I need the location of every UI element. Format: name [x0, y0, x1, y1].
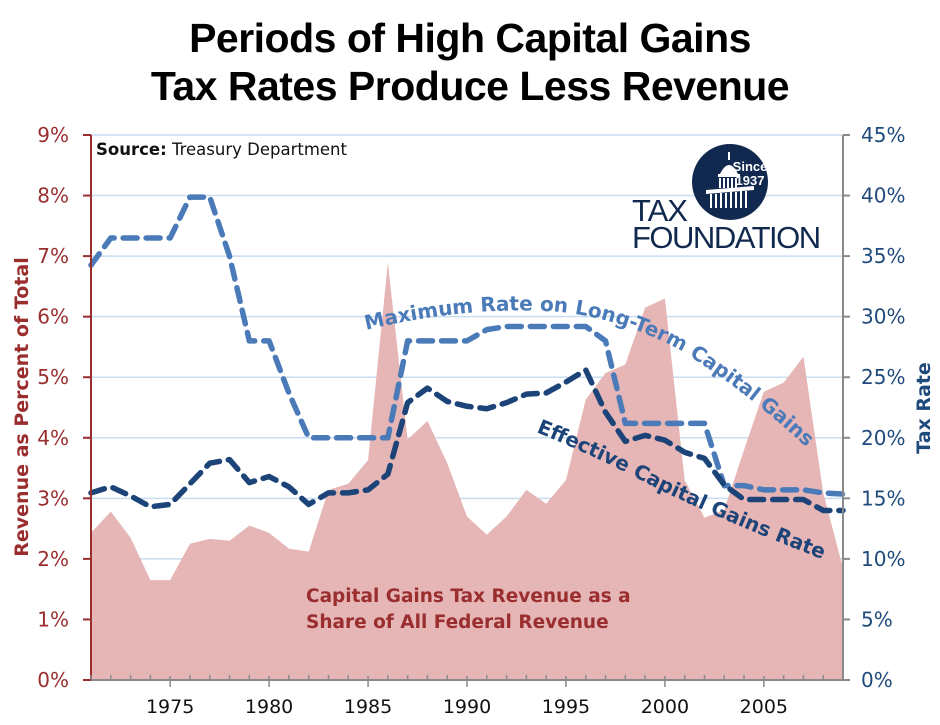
effective-rate-line [88, 367, 846, 514]
y-left-tick-label: 5% [37, 365, 69, 389]
revenue-area [91, 262, 843, 680]
y-left-tick-label: 4% [37, 426, 69, 450]
logo-since-text: Since 1937 [730, 160, 770, 188]
source-label: Source: [96, 140, 167, 159]
source-note: Source: Treasury Department [96, 140, 347, 159]
chart-title-line-1: Periods of High Capital Gains [189, 15, 751, 61]
y-left-tick-label: 3% [37, 486, 69, 510]
y-right-tick-label: 40% [861, 184, 905, 208]
y-right-tick-label: 45% [861, 123, 905, 147]
tick-labels: 0% 1% 2% 3% 4% 5% 6% 7% 8% 9% 0% 5% 10% 15% 20% 25% 30% 3… [37, 123, 905, 718]
y-right-tick-label: 35% [861, 244, 905, 268]
logo-tax-text: TAX [632, 193, 688, 228]
y-left-tick-label: 7% [37, 244, 69, 268]
y-right-tick-label: 0% [861, 668, 893, 692]
logo-year: 1937 [735, 173, 765, 188]
y-left-tick-label: 9% [37, 123, 69, 147]
y-axis-left-title: Revenue as Percent of Total [11, 257, 33, 557]
max-rate-line [88, 194, 846, 497]
revenue-series-label: Capital Gains Tax Revenue as a Share of … [306, 584, 631, 636]
logo-since: Since [732, 159, 768, 174]
y-right-tick-label: 25% [861, 365, 905, 389]
x-tick-label: 1975 [146, 696, 194, 718]
x-tick-label: 1980 [245, 696, 293, 718]
revenue-series-label-line-2: Share of All Federal Revenue [306, 612, 609, 633]
y-left-tick-label: 1% [37, 607, 69, 631]
revenue-series-label-line-1: Capital Gains Tax Revenue as a [306, 586, 631, 607]
x-tick-label: 2005 [740, 696, 788, 718]
revenue-area-layer [91, 262, 843, 680]
capitol-dome-icon [692, 144, 768, 220]
x-tick-label: 1995 [542, 696, 590, 718]
axes [83, 134, 850, 687]
y-left-tick-label: 8% [37, 184, 69, 208]
x-tick-label: 1990 [443, 696, 491, 718]
chart-title-line-2: Tax Rates Produce Less Revenue [150, 63, 790, 109]
tax-rate-lines [88, 194, 846, 514]
y-axis-right-title: Tax Rate [913, 362, 935, 454]
logo-foundation-text: FOUNDATION [632, 220, 821, 255]
tax-foundation-logo: Since 1937 TAX FOUNDATION [632, 144, 837, 256]
y-left-tick-label: 0% [37, 668, 69, 692]
y-right-tick-label: 10% [861, 547, 905, 571]
source-text: Treasury Department [171, 140, 347, 159]
y-left-tick-label: 6% [37, 305, 69, 329]
x-tick-label: 2000 [641, 696, 689, 718]
y-right-tick-label: 15% [861, 486, 905, 510]
y-left-tick-label: 2% [37, 547, 69, 571]
y-right-tick-label: 30% [861, 305, 905, 329]
chart-title: Periods of High Capital Gains Tax Rates … [0, 14, 940, 110]
y-right-tick-label: 20% [861, 426, 905, 450]
y-right-tick-label: 5% [861, 607, 893, 631]
x-tick-label: 1985 [344, 696, 392, 718]
